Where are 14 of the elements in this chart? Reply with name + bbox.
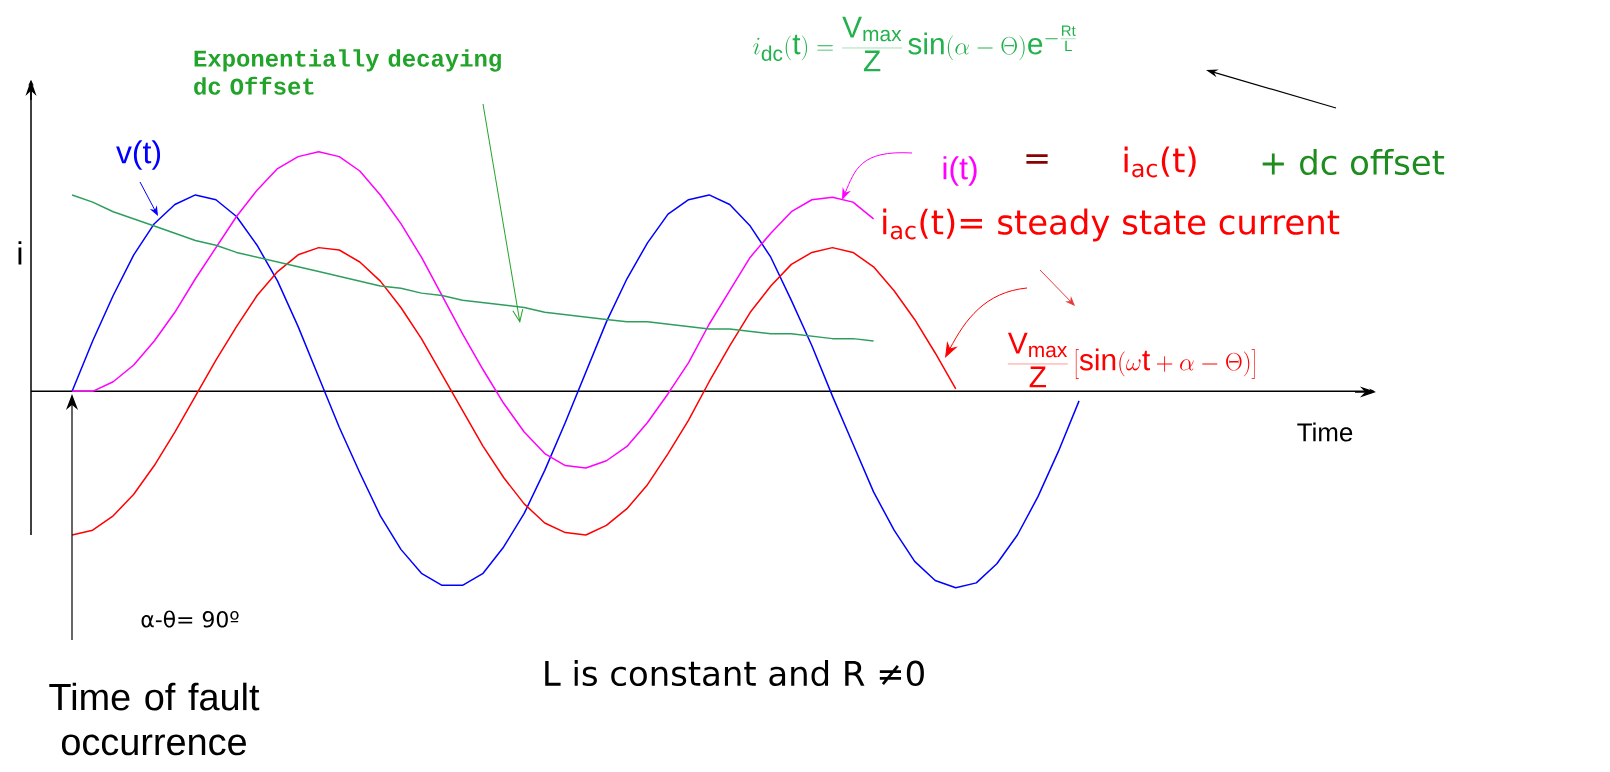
legend-label: i(t) — [943, 156, 977, 186]
text: i$_{ac}$(t) — [1124, 146, 1196, 178]
annotation: i$_{ac}$(t)= steady state current — [883, 208, 1340, 242]
series-label: v(t) — [116, 140, 161, 170]
text: + dc offset — [1262, 148, 1445, 176]
annotation: = — [1026, 154, 1048, 164]
text: Exponentially decaying dc Offset — [194, 49, 501, 95]
text: $i_{\mathrm{dc}}(\mathrm{t})=\frac{\mathrm{V_{max}}}{\mathrm{Z}}\sin(\alpha-\Theta)\mathrm{e}^{-\frac{\mathrm{Rt}}{\mathrm{L}}}$ — [753, 16, 1076, 72]
text: Time of fault occurrence — [49, 682, 260, 756]
text: L is constant and R ≠0 — [545, 659, 924, 687]
annotation: $\frac{\mathrm{V_{max}}}{\mathrm{Z}}\left[\sin(\omega\mathrm{t}+\alpha-\Theta)\right]$ — [1007, 332, 1255, 388]
text: α-θ= 90º — [141, 610, 239, 628]
y-axis-title: i — [18, 241, 22, 265]
text: Time — [1297, 422, 1353, 442]
